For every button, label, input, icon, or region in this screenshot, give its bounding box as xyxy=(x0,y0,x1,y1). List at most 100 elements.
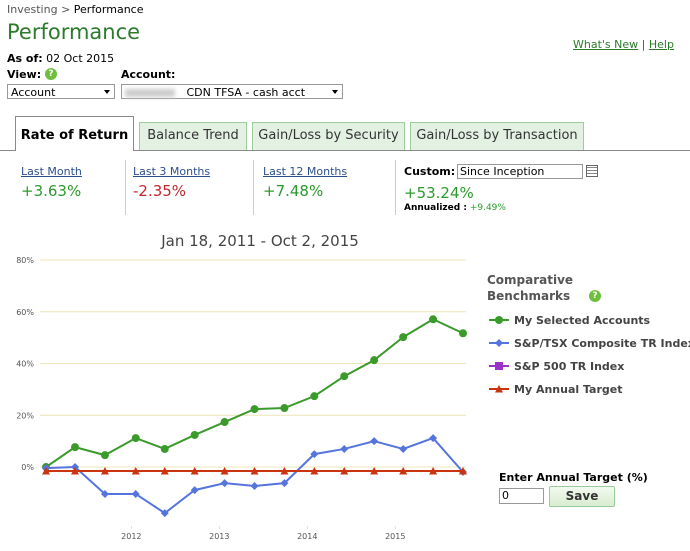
tab[interactable]: Rate of Return xyxy=(15,116,134,151)
legend-label: S&P 500 TR Index xyxy=(514,360,624,373)
data-point xyxy=(220,479,229,488)
legend-label: S&P/TSX Composite TR Index xyxy=(514,337,690,350)
target-label: Enter Annual Target (%) xyxy=(499,471,648,484)
top-links: What's New | Help xyxy=(573,38,674,51)
data-point xyxy=(100,489,109,498)
separator xyxy=(395,160,396,215)
y-tick-label: 80% xyxy=(16,256,34,265)
series-line xyxy=(45,318,464,468)
blurred-account-number xyxy=(125,89,175,97)
data-point xyxy=(220,466,229,475)
help-link[interactable]: Help xyxy=(648,38,674,51)
data-point xyxy=(100,451,109,460)
annualized: Annualized : +9.49% xyxy=(404,203,506,213)
custom-range-input[interactable]: Since Inception xyxy=(457,164,583,179)
view-help[interactable]: ? xyxy=(45,68,57,80)
account-label: Account: xyxy=(121,68,176,81)
chart-title: Jan 18, 2011 - Oct 2, 2015 xyxy=(160,232,359,250)
data-point xyxy=(429,466,438,475)
data-point xyxy=(310,450,319,459)
data-point xyxy=(280,479,289,488)
link-separator: | xyxy=(641,38,646,51)
as-of: As of: 02 Oct 2015 xyxy=(7,52,114,65)
data-point xyxy=(459,466,467,475)
breadcrumb: Investing > Performance xyxy=(7,3,144,16)
period-value: -2.35% xyxy=(133,182,187,200)
data-point xyxy=(399,333,408,342)
data-point xyxy=(190,466,199,475)
target-input[interactable]: 0 xyxy=(499,488,544,504)
separator xyxy=(125,160,126,215)
data-point xyxy=(370,437,379,446)
data-point xyxy=(429,434,438,443)
period-link[interactable]: Last Month xyxy=(21,165,82,178)
whats-new-link[interactable]: What's New xyxy=(573,38,639,51)
data-point xyxy=(310,392,319,401)
data-point xyxy=(190,486,199,495)
custom-value: +53.24% xyxy=(404,184,474,202)
page-title: Performance xyxy=(7,20,141,44)
dropdown-arrow xyxy=(104,90,110,94)
breadcrumb-current: Performance xyxy=(73,3,144,16)
data-point xyxy=(131,489,140,498)
data-point xyxy=(370,356,379,365)
data-point xyxy=(190,430,199,439)
data-point xyxy=(250,405,259,414)
data-point xyxy=(131,434,140,443)
data-point xyxy=(399,466,408,475)
legend-marker xyxy=(495,339,503,347)
breadcrumb-link[interactable]: Investing xyxy=(7,3,58,16)
as-of-value: 02 Oct 2015 xyxy=(46,52,115,65)
data-point xyxy=(429,315,438,324)
y-tick-label: 0% xyxy=(21,463,34,472)
data-point xyxy=(71,443,80,452)
data-point xyxy=(310,466,319,475)
data-point xyxy=(370,466,379,475)
legend-help[interactable]: ? xyxy=(589,290,601,302)
legend-title: Comparative Benchmarks xyxy=(487,273,574,303)
data-point xyxy=(459,329,467,338)
x-tick-label: 2014 xyxy=(297,532,317,541)
data-point xyxy=(100,466,109,475)
data-point xyxy=(160,509,169,518)
view-select[interactable]: Account xyxy=(7,84,115,99)
legend-marker xyxy=(495,316,503,324)
tab-baseline xyxy=(0,150,690,151)
data-point xyxy=(280,466,289,475)
legend-marker xyxy=(495,362,503,370)
y-tick-label: 20% xyxy=(16,411,34,420)
data-point xyxy=(42,466,50,475)
dropdown-arrow xyxy=(332,90,338,94)
account-select[interactable]: CDN TFSA - cash acct xyxy=(121,84,343,99)
x-tick-label: 2015 xyxy=(385,532,405,541)
data-point xyxy=(71,466,80,475)
save-button[interactable]: Save xyxy=(549,486,615,507)
chart: Jan 18, 2011 - Oct 2, 2015 0% 20% 40% 60% 80%… xyxy=(16,232,690,541)
data-point xyxy=(160,466,169,475)
data-point xyxy=(250,481,259,490)
period-link[interactable]: Last 3 Months xyxy=(133,165,211,178)
tab[interactable]: Gain/Loss by Security xyxy=(252,122,405,150)
period: Last 12 Months +7.48% xyxy=(263,165,347,200)
period: Last Month +3.63% xyxy=(21,165,82,200)
breadcrumb-separator: > xyxy=(61,3,71,16)
data-point xyxy=(131,466,140,475)
data-point xyxy=(399,444,408,453)
data-point xyxy=(340,372,349,381)
custom-label: Custom: xyxy=(404,165,456,178)
data-point xyxy=(280,404,289,413)
calendar-icon[interactable] xyxy=(586,165,598,177)
y-tick-label: 40% xyxy=(16,360,34,369)
period-value: +7.48% xyxy=(263,182,324,200)
view-label: View: xyxy=(7,68,42,81)
tab[interactable]: Gain/Loss by Transaction xyxy=(410,122,584,150)
period-link[interactable]: Last 12 Months xyxy=(263,165,348,178)
data-point xyxy=(250,466,259,475)
annualized-value: +9.49% xyxy=(469,203,506,213)
x-tick-label: 2013 xyxy=(209,532,229,541)
tab[interactable]: Balance Trend xyxy=(139,122,247,150)
separator xyxy=(253,160,254,215)
period-value: +3.63% xyxy=(21,182,82,200)
legend-marker xyxy=(495,385,503,393)
